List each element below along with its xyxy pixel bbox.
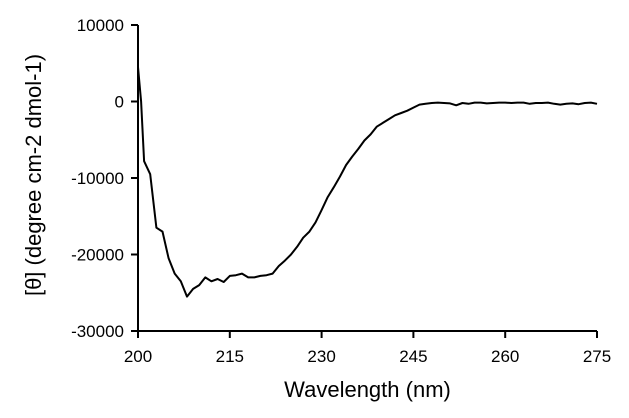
x-axis-ticks: 200 215 230 245 260 275 — [124, 331, 611, 366]
y-tick-label: -10000 — [71, 169, 124, 188]
x-tick-label: 215 — [216, 347, 244, 366]
y-tick-label: -20000 — [71, 246, 124, 265]
x-tick-label: 200 — [124, 347, 152, 366]
y-axis-ticks: 10000 0 -10000 -20000 -30000 — [71, 16, 138, 341]
x-tick-label: 260 — [491, 347, 519, 366]
x-axis-title: Wavelength (nm) — [284, 377, 451, 402]
spectrum-series-line — [137, 67, 598, 298]
y-tick-label: 10000 — [77, 16, 124, 35]
x-tick-label: 230 — [307, 347, 335, 366]
y-tick-label: 0 — [115, 93, 124, 112]
y-axis-title: [θ] (degree cm-2 dmol-1) — [21, 54, 46, 296]
x-tick-label: 275 — [583, 347, 611, 366]
y-tick-label: -30000 — [71, 322, 124, 341]
x-tick-label: 245 — [399, 347, 427, 366]
